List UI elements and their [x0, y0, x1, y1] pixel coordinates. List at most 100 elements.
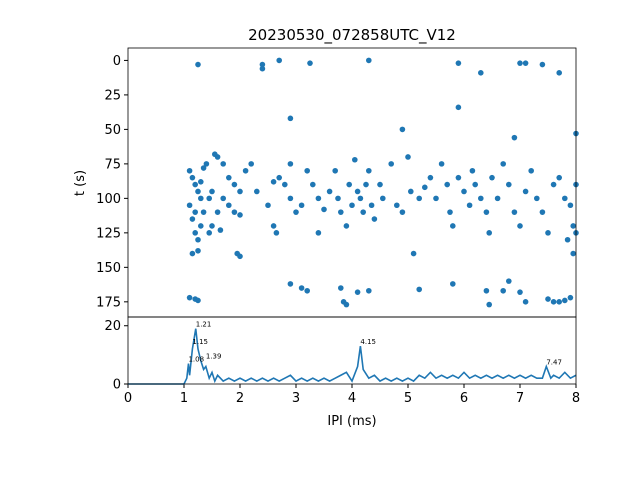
point [304, 287, 311, 294]
point [270, 223, 277, 229]
point [500, 287, 507, 294]
point [189, 174, 196, 181]
point [354, 188, 361, 195]
point [242, 167, 249, 174]
point [562, 195, 568, 202]
point [427, 174, 434, 181]
y-tick-label: 175 [96, 295, 121, 310]
point [366, 167, 372, 174]
point [276, 174, 283, 181]
point [511, 209, 518, 215]
point [366, 57, 372, 64]
point [545, 296, 551, 302]
point [231, 181, 238, 188]
point [307, 60, 313, 66]
point [231, 209, 238, 215]
point [349, 202, 355, 209]
point [200, 165, 207, 171]
point [192, 209, 198, 215]
point [450, 223, 456, 229]
x-tick-label: 5 [404, 391, 412, 406]
point [338, 285, 344, 291]
point [346, 181, 353, 188]
point [444, 181, 451, 188]
point [486, 301, 493, 308]
point [237, 253, 243, 260]
point [377, 181, 383, 188]
peak-annotation: 1.15 [192, 338, 208, 346]
point [293, 209, 299, 215]
point [265, 202, 271, 209]
point [483, 209, 490, 215]
point [405, 154, 411, 160]
point [214, 154, 221, 160]
point [433, 195, 439, 202]
point [209, 223, 215, 229]
point [522, 188, 529, 195]
point [217, 227, 224, 233]
point [282, 181, 288, 188]
point [270, 179, 277, 185]
point [214, 209, 221, 215]
point [198, 195, 204, 202]
point [399, 126, 406, 133]
point [528, 167, 534, 174]
point [534, 195, 540, 202]
point [186, 294, 193, 301]
point [539, 209, 546, 215]
point [450, 281, 456, 287]
x-tick-label: 3 [292, 391, 300, 406]
point [352, 156, 358, 163]
point [550, 299, 557, 305]
point [478, 70, 484, 76]
point [511, 134, 518, 141]
point [273, 230, 280, 236]
point [539, 61, 546, 68]
y-tick-label: 20 [104, 319, 121, 334]
point [248, 161, 254, 167]
point [564, 236, 571, 243]
point [472, 181, 479, 188]
point [556, 70, 562, 76]
y-tick-label: 0 [113, 378, 121, 393]
point [198, 179, 204, 185]
point [206, 230, 212, 236]
chart-title: 20230530_072858UTC_V12 [248, 26, 456, 45]
point [195, 188, 201, 195]
histogram-line [128, 328, 577, 385]
peak-annotation: 1.39 [206, 353, 222, 361]
point [209, 188, 215, 195]
y-tick-label: 25 [104, 88, 121, 103]
point [287, 281, 294, 287]
point [226, 174, 232, 181]
point [380, 195, 386, 202]
point [506, 181, 512, 188]
point [226, 202, 232, 209]
point [321, 206, 327, 213]
point [220, 161, 226, 167]
x-tick-label: 7 [516, 391, 524, 406]
point [363, 181, 369, 188]
point [310, 181, 316, 188]
point [237, 212, 243, 218]
point [517, 60, 523, 66]
point [570, 223, 576, 229]
point [335, 195, 341, 202]
point [276, 57, 283, 64]
point [438, 161, 445, 167]
point [304, 167, 311, 174]
point [360, 209, 367, 215]
point [338, 209, 344, 215]
point [562, 297, 568, 304]
point [259, 61, 266, 68]
point [371, 216, 378, 222]
y-axis-label: t (s) [73, 170, 88, 196]
y-tick-label: 100 [96, 192, 121, 207]
point [416, 195, 423, 202]
point [186, 167, 193, 174]
point [556, 174, 562, 181]
point [237, 188, 243, 195]
point [287, 161, 294, 167]
point [298, 285, 305, 291]
point [388, 161, 395, 167]
